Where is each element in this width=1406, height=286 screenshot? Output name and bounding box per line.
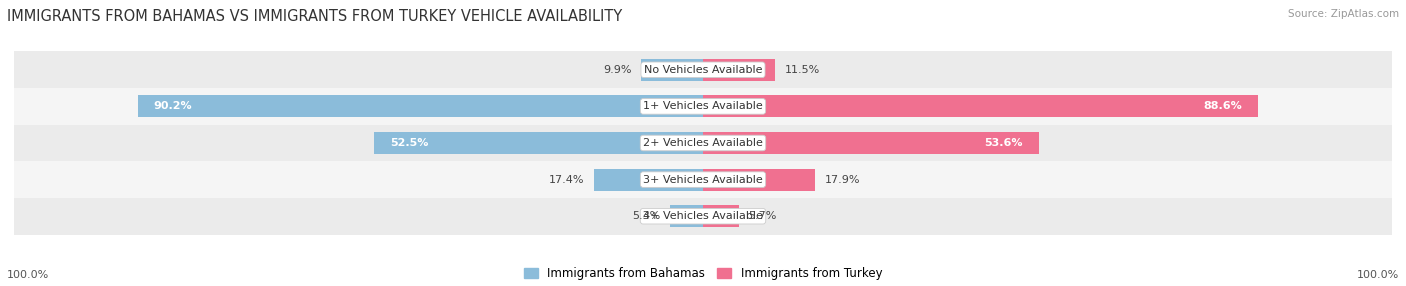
Bar bbox=[641, 59, 703, 81]
Text: 11.5%: 11.5% bbox=[785, 65, 820, 75]
Bar bbox=[703, 96, 1258, 117]
Text: 2+ Vehicles Available: 2+ Vehicles Available bbox=[643, 138, 763, 148]
Bar bbox=[374, 132, 703, 154]
Text: 4+ Vehicles Available: 4+ Vehicles Available bbox=[643, 211, 763, 221]
Text: 100.0%: 100.0% bbox=[1357, 270, 1399, 280]
Bar bbox=[703, 169, 815, 190]
Text: 90.2%: 90.2% bbox=[153, 102, 193, 111]
Bar bbox=[703, 205, 738, 227]
Bar bbox=[703, 132, 1039, 154]
Text: 52.5%: 52.5% bbox=[389, 138, 429, 148]
Bar bbox=[669, 205, 703, 227]
Text: 3+ Vehicles Available: 3+ Vehicles Available bbox=[643, 175, 763, 184]
Bar bbox=[703, 59, 775, 81]
Bar bbox=[14, 51, 1392, 88]
Text: IMMIGRANTS FROM BAHAMAS VS IMMIGRANTS FROM TURKEY VEHICLE AVAILABILITY: IMMIGRANTS FROM BAHAMAS VS IMMIGRANTS FR… bbox=[7, 9, 623, 23]
Text: 5.3%: 5.3% bbox=[633, 211, 661, 221]
Bar bbox=[14, 161, 1392, 198]
Text: 9.9%: 9.9% bbox=[603, 65, 631, 75]
Text: 88.6%: 88.6% bbox=[1204, 102, 1243, 111]
Bar bbox=[14, 125, 1392, 161]
Text: 53.6%: 53.6% bbox=[984, 138, 1024, 148]
Legend: Immigrants from Bahamas, Immigrants from Turkey: Immigrants from Bahamas, Immigrants from… bbox=[524, 267, 882, 280]
Bar bbox=[14, 198, 1392, 235]
Text: 17.9%: 17.9% bbox=[824, 175, 860, 184]
Text: 1+ Vehicles Available: 1+ Vehicles Available bbox=[643, 102, 763, 111]
Bar bbox=[593, 169, 703, 190]
Text: No Vehicles Available: No Vehicles Available bbox=[644, 65, 762, 75]
Text: 5.7%: 5.7% bbox=[748, 211, 776, 221]
Text: 100.0%: 100.0% bbox=[7, 270, 49, 280]
Text: Source: ZipAtlas.com: Source: ZipAtlas.com bbox=[1288, 9, 1399, 19]
Bar bbox=[14, 88, 1392, 125]
Text: 17.4%: 17.4% bbox=[550, 175, 585, 184]
Bar bbox=[138, 96, 703, 117]
